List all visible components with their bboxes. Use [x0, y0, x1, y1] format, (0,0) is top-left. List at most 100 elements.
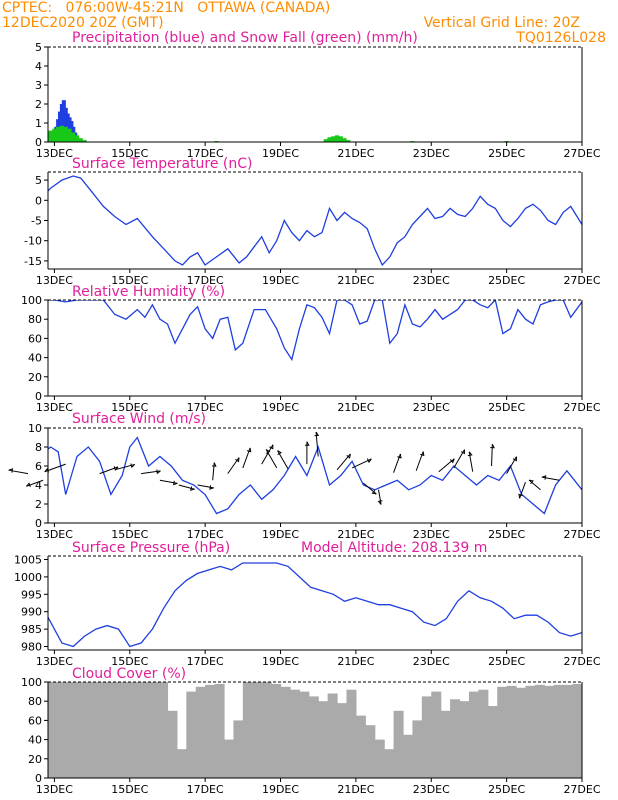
- cloud-ytick-label: 40: [28, 734, 42, 747]
- cloud-bar: [82, 682, 93, 778]
- wind-arrow-head: [189, 486, 195, 491]
- location-label: 076:00W-45:21N OTTAWA (CANADA): [65, 0, 331, 16]
- temp-xtick-label: 23DEC: [413, 274, 450, 287]
- pressure-xtick-label: 25DEC: [488, 655, 525, 668]
- temp-xtick-label: 27DEC: [563, 274, 600, 287]
- wind-arrow-head: [397, 453, 402, 459]
- humidity-xtick-label: 19DEC: [262, 401, 299, 414]
- wind-arrow-head: [490, 443, 495, 449]
- wind-arrow-head: [26, 482, 31, 488]
- cloud-xtick-label: 27DEC: [563, 783, 600, 796]
- wind-arrow: [315, 431, 319, 457]
- precip-ytick-label: 3: [35, 79, 42, 92]
- snow-bar: [71, 132, 76, 142]
- wind-arrow: [378, 489, 382, 505]
- snow-bar: [331, 136, 336, 142]
- cloud-bar: [186, 691, 197, 778]
- cloud-bar: [487, 706, 498, 778]
- precip-ytick-label: 1: [35, 117, 42, 130]
- wind-ytick-label: 6: [35, 460, 42, 473]
- snow-bar: [323, 139, 328, 142]
- cloud-bar: [497, 686, 508, 778]
- temp-xtick-label: 17DEC: [187, 274, 224, 287]
- cloud-bar: [440, 710, 451, 778]
- wind-xtick-label: 25DEC: [488, 528, 525, 541]
- cloud-xtick-label: 23DEC: [413, 783, 450, 796]
- snow-bar: [67, 128, 72, 142]
- cloud-ytick-label: 0: [35, 772, 42, 785]
- wind-arrow-head: [528, 479, 534, 485]
- precip-ytick-label: 4: [35, 60, 42, 73]
- snow-bar: [48, 130, 53, 142]
- humidity-xtick-label: 13DEC: [36, 401, 73, 414]
- wind-arrow-head: [277, 450, 282, 456]
- temp-ytick-label: 0: [35, 194, 42, 207]
- wind-arrow-head: [518, 493, 523, 499]
- cloud-bar: [214, 683, 225, 778]
- temp-ytick-label: -15: [24, 255, 42, 268]
- wind-arrow: [159, 479, 178, 484]
- snow-bar: [56, 126, 61, 142]
- wind-arrow-head: [460, 449, 465, 455]
- humidity-title: Relative Humidity (%): [72, 284, 226, 300]
- precip-ytick-label: 0: [35, 136, 42, 149]
- source-label: CPTEC:: [2, 0, 53, 16]
- wind-arrow-head: [377, 500, 383, 505]
- wind-arrow-head: [211, 462, 217, 467]
- cloud-title: Cloud Cover (%): [72, 666, 187, 682]
- pressure-xtick-label: 13DEC: [36, 655, 73, 668]
- cloud-xtick-label: 21DEC: [337, 783, 374, 796]
- cloud-bar: [242, 682, 253, 778]
- cloud-bar: [365, 725, 376, 778]
- precip-xtick-label: 13DEC: [36, 147, 73, 160]
- cloud-bar: [205, 684, 216, 778]
- humidity-ytick-label: 0: [35, 390, 42, 403]
- wind-arrow-head: [512, 456, 517, 462]
- wind-arrow-head: [209, 485, 214, 490]
- pressure-xtick-label: 17DEC: [187, 655, 224, 668]
- wind-arrow: [519, 481, 526, 499]
- cloud-bar: [148, 682, 159, 778]
- humidity-ytick-label: 60: [28, 332, 42, 345]
- cloud-bar: [506, 685, 517, 778]
- snow-bar: [74, 135, 80, 142]
- wind-arrow-head: [346, 453, 351, 459]
- pressure-ytick-label: 1005: [14, 553, 42, 566]
- snow-bar: [342, 138, 347, 142]
- humidity-xtick-label: 25DEC: [488, 401, 525, 414]
- wind-arrow-head: [305, 441, 310, 446]
- temp-title: Surface Temperature (nC): [72, 156, 253, 172]
- wind-ytick-label: 4: [35, 479, 42, 492]
- cloud-bar: [308, 696, 319, 778]
- wind-xtick-label: 21DEC: [337, 528, 374, 541]
- pressure-ytick-label: 995: [21, 588, 42, 601]
- cloud-bar: [553, 684, 564, 778]
- snow-bar: [78, 138, 83, 142]
- pressure-ytick-label: 980: [21, 641, 42, 654]
- cloud-bar: [421, 696, 432, 778]
- pressure-xtick-label: 21DEC: [337, 655, 374, 668]
- cloud-xtick-label: 15DEC: [111, 783, 148, 796]
- wind-xtick-label: 15DEC: [111, 528, 148, 541]
- cloud-bar: [393, 710, 404, 778]
- wind-arrow-head: [420, 451, 425, 457]
- precip-xtick-label: 19DEC: [262, 147, 299, 160]
- cloud-bar: [402, 734, 414, 778]
- cloud-bar: [525, 685, 536, 778]
- humidity-ytick-label: 80: [28, 313, 42, 326]
- humidity-xtick-label: 27DEC: [563, 401, 600, 414]
- wind-arrow-head: [156, 469, 161, 475]
- snow-bar: [52, 128, 57, 142]
- datetime-label: 12DEC2020 20Z (GMT): [2, 15, 164, 31]
- wind-arrow-head: [172, 480, 178, 486]
- wind-arrow: [528, 479, 541, 491]
- humidity-xtick-label: 21DEC: [337, 401, 374, 414]
- temp-xtick-label: 21DEC: [337, 274, 374, 287]
- snow-bar: [327, 137, 332, 142]
- wind-arrow: [227, 457, 240, 474]
- pressure-xtick-label: 15DEC: [111, 655, 148, 668]
- cloud-bar: [318, 701, 329, 778]
- cloud-bar: [101, 682, 112, 778]
- temp-xtick-label: 13DEC: [36, 274, 73, 287]
- wind-xtick-label: 17DEC: [187, 528, 224, 541]
